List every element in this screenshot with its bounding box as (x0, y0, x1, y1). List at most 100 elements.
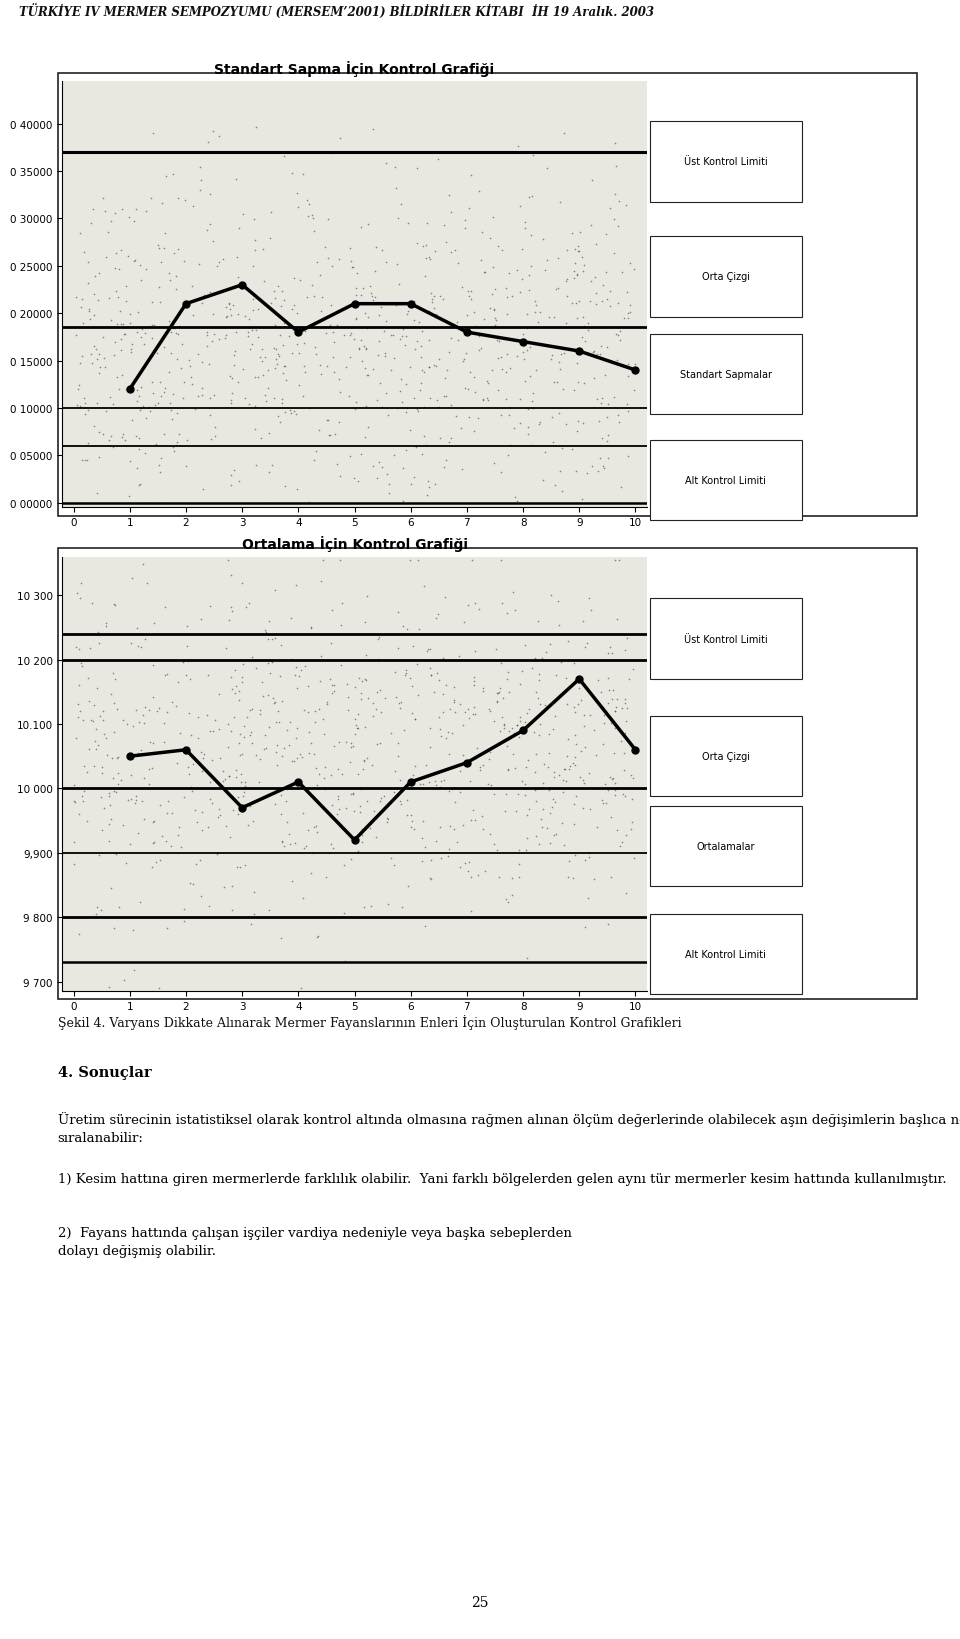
Point (464, 162, 479, 188)
Point (610, 818, 625, 844)
Point (493, 403, 509, 429)
Point (307, 742, 323, 769)
Point (132, 472, 147, 498)
Point (243, 723, 258, 749)
Point (301, 741, 317, 767)
Point (560, 692, 575, 718)
Point (123, 336, 138, 362)
Point (458, 341, 473, 367)
Point (144, 313, 159, 339)
Point (523, 223, 539, 249)
Point (275, 279, 290, 305)
Point (472, 754, 488, 780)
Point (107, 202, 122, 228)
Point (91, 420, 107, 446)
Point (168, 321, 183, 347)
Point (279, 718, 295, 744)
Point (439, 229, 454, 256)
Point (452, 692, 468, 718)
Point (480, 772, 495, 798)
Point (464, 287, 479, 313)
Point (600, 690, 615, 716)
Point (360, 362, 375, 388)
Point (262, 459, 277, 485)
Point (104, 682, 119, 708)
Point (379, 806, 395, 833)
Point (512, 864, 527, 890)
Point (174, 834, 189, 860)
Point (221, 711, 236, 738)
Point (313, 644, 328, 670)
Point (220, 547, 235, 574)
Point (609, 687, 624, 713)
Point (578, 734, 593, 760)
Point (429, 388, 444, 415)
Point (505, 865, 520, 892)
Point (463, 279, 478, 305)
Point (242, 793, 257, 820)
Point (191, 726, 206, 752)
Point (371, 343, 386, 369)
Point (290, 490, 305, 516)
Point (154, 249, 169, 275)
Point (256, 269, 272, 295)
Point (204, 328, 220, 354)
Point (200, 323, 215, 349)
Point (519, 803, 535, 829)
Point (303, 615, 319, 641)
Point (568, 783, 584, 810)
Point (296, 162, 311, 188)
Point (324, 141, 339, 167)
Point (76, 647, 91, 674)
Point (438, 447, 453, 474)
Point (195, 375, 210, 402)
Point (274, 782, 289, 808)
Point (519, 700, 535, 726)
Point (81, 398, 96, 425)
Point (299, 188, 314, 215)
Point (303, 731, 319, 757)
Point (271, 698, 286, 724)
Point (617, 721, 633, 747)
Point (421, 298, 437, 325)
Point (618, 880, 634, 906)
Point (95, 706, 110, 733)
Point (492, 679, 507, 705)
Point (98, 244, 113, 270)
Point (552, 613, 567, 639)
Point (499, 667, 515, 693)
Point (99, 615, 114, 641)
Point (288, 831, 303, 857)
Point (126, 208, 141, 234)
Point (379, 380, 395, 406)
Point (218, 813, 233, 839)
Point (607, 207, 622, 233)
Point (221, 762, 236, 788)
Point (274, 801, 289, 828)
Point (569, 351, 585, 377)
Point (181, 762, 197, 788)
Point (73, 585, 88, 611)
Point (289, 302, 304, 328)
Point (228, 765, 244, 792)
Point (320, 354, 335, 380)
Point (381, 480, 396, 506)
Point (88, 738, 104, 764)
Point (212, 797, 228, 823)
Point (282, 821, 298, 847)
Point (590, 667, 606, 693)
Point (439, 384, 454, 410)
Point (168, 264, 183, 290)
Point (420, 638, 436, 664)
Point (422, 247, 438, 274)
Point (326, 672, 342, 698)
Point (402, 665, 418, 692)
Point (468, 313, 484, 339)
Point (69, 580, 84, 606)
Point (383, 720, 398, 746)
Point (528, 823, 543, 849)
Point (449, 829, 465, 856)
Point (289, 716, 304, 742)
Point (548, 821, 564, 847)
Point (355, 275, 371, 302)
